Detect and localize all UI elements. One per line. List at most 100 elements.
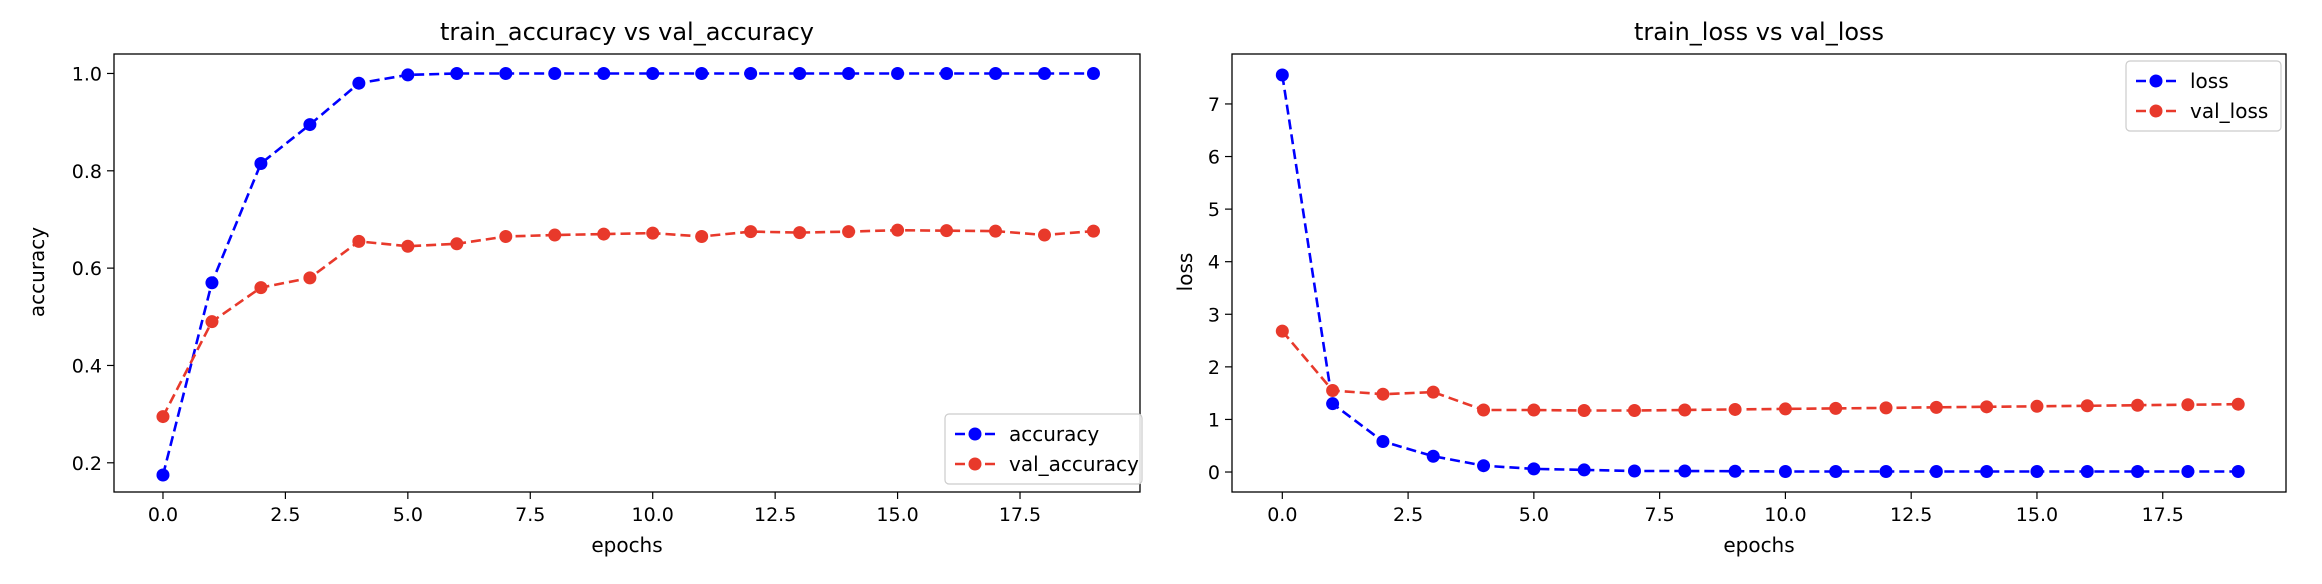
data-point-val_loss (1376, 387, 1390, 401)
data-point-val_accuracy (940, 224, 954, 238)
x-tick-label: 5.0 (393, 504, 423, 526)
x-tick-label: 2.5 (1393, 504, 1423, 526)
data-point-loss (2131, 464, 2145, 478)
legend-marker-loss (2149, 74, 2163, 88)
x-tick-label: 12.5 (1890, 504, 1932, 526)
x-tick-label: 0.0 (148, 504, 178, 526)
data-point-accuracy (1038, 66, 1052, 80)
x-tick-label: 0.0 (1267, 504, 1297, 526)
data-point-loss (1627, 464, 1641, 478)
y-tick-label: 0.8 (72, 161, 102, 183)
data-point-val_loss (1929, 400, 1943, 414)
data-point-val_accuracy (450, 237, 464, 251)
x-tick-label: 17.5 (2142, 504, 2184, 526)
data-point-accuracy (401, 68, 415, 82)
data-point-loss (1527, 462, 1541, 476)
data-point-accuracy (891, 66, 905, 80)
data-point-val_loss (2231, 397, 2245, 411)
data-point-loss (1275, 68, 1289, 82)
series-line-val_loss (1281, 330, 2239, 412)
data-point-val_loss (1527, 403, 1541, 417)
y-tick-label: 4 (1208, 252, 1220, 274)
y-tick-label: 1.0 (72, 63, 102, 85)
y-tick-label: 0.2 (72, 453, 102, 475)
data-point-accuracy (499, 66, 513, 80)
data-point-accuracy (450, 66, 464, 80)
chart-title: train_accuracy vs val_accuracy (440, 18, 814, 46)
y-axis-label: loss (1173, 253, 1197, 292)
data-point-val_accuracy (842, 225, 856, 239)
data-point-loss (1577, 463, 1591, 477)
data-point-val_loss (1980, 400, 1994, 414)
data-point-val_accuracy (254, 281, 268, 295)
y-tick-label: 0.6 (72, 258, 102, 280)
data-point-accuracy (793, 66, 807, 80)
data-point-val_accuracy (793, 226, 807, 240)
y-tick-label: 6 (1208, 147, 1220, 169)
plot-frame (113, 53, 1141, 493)
data-point-val_accuracy (1038, 228, 1052, 242)
x-tick-label: 7.5 (1645, 504, 1675, 526)
data-point-val_accuracy (352, 234, 366, 248)
x-tick-label: 10.0 (1764, 504, 1806, 526)
y-tick-label: 2 (1208, 357, 1220, 379)
legend: loss val_loss (2125, 60, 2282, 132)
y-tick-label: 3 (1208, 304, 1220, 326)
data-point-accuracy (205, 276, 219, 290)
data-point-val_accuracy (499, 230, 513, 243)
data-point-val_loss (2181, 398, 2195, 412)
y-tick-label: 5 (1208, 199, 1220, 221)
series-line-accuracy (161, 72, 1094, 476)
y-tick-label: 0.4 (72, 355, 102, 377)
data-point-val_accuracy (646, 226, 660, 240)
legend-label-val_accuracy: val_accuracy (1009, 452, 1139, 476)
legend-marker-accuracy (968, 427, 982, 441)
data-point-accuracy (303, 118, 317, 132)
data-point-val_accuracy (891, 223, 905, 237)
data-point-val_loss (1879, 401, 1893, 415)
data-point-val_loss (1275, 324, 1289, 338)
data-point-val_loss (2131, 398, 2145, 412)
x-tick-label: 15.0 (876, 504, 918, 526)
legend-label-loss: loss (2190, 69, 2229, 93)
data-point-val_accuracy (303, 271, 317, 285)
data-point-val_loss (1829, 401, 1843, 415)
x-tick-label: 17.5 (999, 504, 1041, 526)
data-point-val_loss (1728, 402, 1742, 416)
data-point-accuracy (989, 66, 1003, 80)
data-point-loss (1879, 464, 1893, 478)
data-point-val_accuracy (401, 239, 415, 253)
data-point-accuracy (695, 66, 709, 80)
data-point-val_accuracy (597, 227, 611, 241)
data-point-val_accuracy (1086, 224, 1100, 238)
data-point-val_loss (1678, 403, 1692, 417)
data-point-loss (2231, 464, 2245, 478)
data-point-val_loss (2080, 399, 2094, 413)
x-tick-label: 5.0 (1519, 504, 1549, 526)
data-point-loss (1728, 464, 1742, 478)
data-point-val_accuracy (156, 410, 170, 424)
data-point-accuracy (597, 66, 611, 80)
data-point-accuracy (548, 66, 562, 80)
data-point-accuracy (744, 66, 758, 80)
legend: accuracy val_accuracy (944, 413, 1143, 485)
data-point-accuracy (156, 468, 170, 482)
y-tick-label: 1 (1208, 409, 1220, 431)
series-line-loss (1281, 74, 2239, 473)
data-point-loss (1929, 464, 1943, 478)
x-axis-label: epochs (1723, 533, 1794, 557)
data-point-accuracy (842, 66, 856, 80)
data-point-loss (1326, 397, 1340, 411)
y-tick-label: 0 (1208, 462, 1220, 484)
legend-marker-val_accuracy (968, 457, 982, 471)
data-point-val_accuracy (744, 225, 758, 239)
data-point-loss (1376, 435, 1390, 449)
data-point-val_loss (1326, 384, 1340, 398)
data-point-val_loss (1627, 403, 1641, 417)
x-tick-label: 12.5 (754, 504, 796, 526)
series-line-val_accuracy (161, 228, 1094, 418)
data-point-loss (1477, 459, 1491, 473)
data-point-val_loss (1577, 403, 1591, 417)
data-point-loss (2181, 464, 2195, 478)
legend-label-val_loss: val_loss (2190, 99, 2268, 123)
